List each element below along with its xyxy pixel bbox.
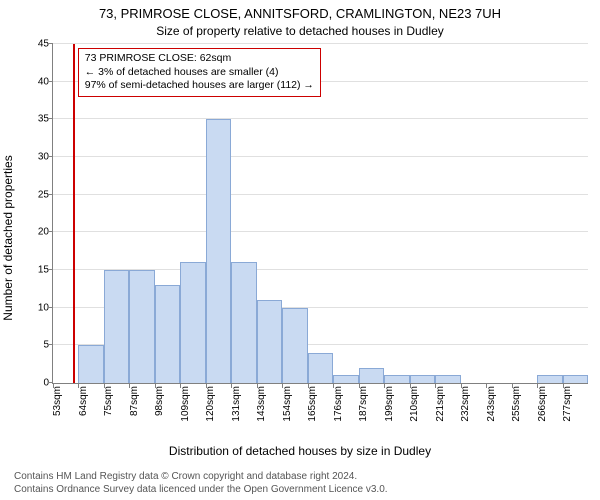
histogram-bar bbox=[410, 375, 435, 383]
y-tick-label: 35 bbox=[38, 114, 49, 125]
histogram-bar bbox=[257, 300, 282, 383]
y-tick-mark bbox=[48, 344, 53, 345]
y-tick-mark bbox=[48, 231, 53, 232]
x-tick-label: 154sqm bbox=[282, 386, 293, 422]
x-axis-label: Distribution of detached houses by size … bbox=[0, 444, 600, 458]
y-tick-mark bbox=[48, 194, 53, 195]
y-tick-label: 20 bbox=[38, 227, 49, 238]
property-marker-line bbox=[73, 44, 75, 383]
x-tick-label: 131sqm bbox=[231, 386, 242, 422]
annotation-line: ← 3% of detached houses are smaller (4) bbox=[85, 66, 314, 80]
histogram-bar bbox=[129, 270, 154, 383]
x-tick-label: 75sqm bbox=[103, 386, 114, 416]
y-tick-label: 0 bbox=[43, 378, 49, 389]
x-tick-label: 187sqm bbox=[358, 386, 369, 422]
x-tick-label: 243sqm bbox=[486, 386, 497, 422]
x-tick-label: 53sqm bbox=[52, 386, 63, 416]
x-tick-label: 221sqm bbox=[435, 386, 446, 422]
y-tick-label: 30 bbox=[38, 152, 49, 163]
plot-area: 05101520253035404573 PRIMROSE CLOSE: 62s… bbox=[52, 44, 588, 384]
y-axis-label: Number of detached properties bbox=[1, 155, 15, 320]
gridline bbox=[53, 156, 588, 157]
histogram-bar bbox=[78, 345, 103, 383]
y-tick-label: 5 bbox=[43, 340, 49, 351]
annotation-line: 97% of semi-detached houses are larger (… bbox=[85, 79, 314, 93]
histogram-bar bbox=[104, 270, 129, 383]
y-tick-mark bbox=[48, 81, 53, 82]
x-tick-label: 120sqm bbox=[205, 386, 216, 422]
histogram-bar bbox=[155, 285, 180, 383]
histogram-bar bbox=[537, 375, 562, 383]
x-tick-label: 165sqm bbox=[307, 386, 318, 422]
gridline bbox=[53, 194, 588, 195]
x-tick-labels: 53sqm 64sqm 75sqm 87sqm 98sqm 109sqm 120sqm 131… bbox=[52, 384, 588, 432]
y-tick-label: 40 bbox=[38, 76, 49, 87]
attribution-text: Contains HM Land Registry data © Crown c… bbox=[14, 470, 388, 496]
y-tick-mark bbox=[48, 43, 53, 44]
x-tick-label: 98sqm bbox=[154, 386, 165, 416]
x-tick-label: 143sqm bbox=[256, 386, 267, 422]
y-tick-label: 25 bbox=[38, 189, 49, 200]
histogram-bar bbox=[282, 308, 307, 383]
x-tick-label: 232sqm bbox=[460, 386, 471, 422]
chart-area: Number of detached properties 0510152025… bbox=[14, 44, 590, 432]
gridline bbox=[53, 231, 588, 232]
gridline bbox=[53, 43, 588, 44]
y-tick-mark bbox=[48, 269, 53, 270]
x-tick-label: 87sqm bbox=[129, 386, 140, 416]
x-tick-label: 277sqm bbox=[562, 386, 573, 422]
histogram-bar bbox=[435, 375, 460, 383]
histogram-bar bbox=[333, 375, 358, 383]
y-tick-mark bbox=[48, 118, 53, 119]
x-tick-label: 109sqm bbox=[180, 386, 191, 422]
histogram-bar bbox=[359, 368, 384, 383]
attribution-line: Contains Ordnance Survey data licenced u… bbox=[14, 483, 388, 496]
gridline bbox=[53, 118, 588, 119]
x-tick-label: 64sqm bbox=[78, 386, 89, 416]
y-tick-mark bbox=[48, 156, 53, 157]
y-tick-mark bbox=[48, 307, 53, 308]
x-tick-label: 266sqm bbox=[537, 386, 548, 422]
chart-title: 73, PRIMROSE CLOSE, ANNITSFORD, CRAMLING… bbox=[0, 6, 600, 21]
chart-subtitle: Size of property relative to detached ho… bbox=[0, 24, 600, 38]
histogram-bar bbox=[231, 262, 256, 383]
histogram-bar bbox=[180, 262, 205, 383]
histogram-bar bbox=[308, 353, 333, 383]
histogram-bar bbox=[206, 119, 231, 383]
x-tick-label: 199sqm bbox=[384, 386, 395, 422]
x-tick-label: 176sqm bbox=[333, 386, 344, 422]
attribution-line: Contains HM Land Registry data © Crown c… bbox=[14, 470, 388, 483]
x-tick-label: 255sqm bbox=[511, 386, 522, 422]
annotation-line: 73 PRIMROSE CLOSE: 62sqm bbox=[85, 52, 314, 66]
histogram-bar bbox=[563, 375, 588, 383]
x-tick-label: 210sqm bbox=[409, 386, 420, 422]
histogram-bar bbox=[384, 375, 409, 383]
y-tick-label: 45 bbox=[38, 39, 49, 50]
y-tick-label: 15 bbox=[38, 265, 49, 276]
y-tick-label: 10 bbox=[38, 302, 49, 313]
annotation-box: 73 PRIMROSE CLOSE: 62sqm← 3% of detached… bbox=[78, 48, 321, 97]
